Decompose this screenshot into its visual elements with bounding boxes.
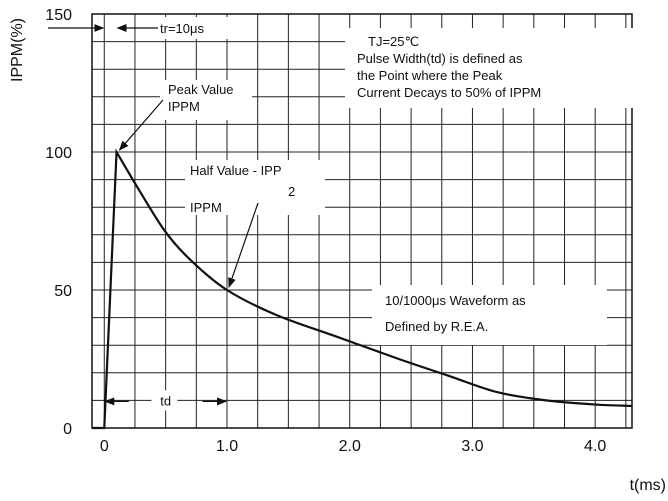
- x-tick-label: 3.0: [461, 438, 483, 455]
- annotations: tr=10μs TJ=25℃ Pulse Width(td) is defined …: [48, 17, 633, 411]
- y-tick-label: 0: [63, 421, 72, 438]
- y-axis-label: IPPM(%): [9, 18, 26, 82]
- annotation-backdrop: [345, 28, 633, 108]
- half-ippm-label: IPPM: [190, 200, 222, 215]
- peak-arrow: [118, 99, 164, 151]
- x-tick-label: 4.0: [584, 438, 606, 455]
- x-axis-label: t(ms): [630, 477, 666, 494]
- half-value-arrow: [228, 202, 259, 288]
- x-tick-label: 2.0: [339, 438, 361, 455]
- peak-ippm-label: IPPM: [168, 99, 200, 114]
- annotation-backdrop: [155, 17, 230, 39]
- y-tick-label: 150: [45, 7, 72, 24]
- half-value-denominator: 2: [288, 184, 295, 199]
- annotation-backdrop: [160, 80, 252, 120]
- x-tick-label: 1.0: [216, 438, 238, 455]
- waveform-curve: [92, 148, 633, 430]
- plot-frame: [91, 13, 633, 429]
- conditions-text: Pulse Width(td) is defined as: [357, 51, 523, 66]
- y-tick-label: 100: [45, 145, 72, 162]
- half-value-label: Half Value - IPP: [190, 163, 282, 178]
- waveform-label: 10/1000μs Waveform as: [385, 293, 526, 308]
- tr-label: tr=10μs: [160, 21, 204, 36]
- annotation-backdrop: [372, 285, 607, 345]
- conditions-text: TJ=25℃: [368, 34, 419, 49]
- waveform-standard-label: Defined by R.E.A.: [385, 319, 488, 334]
- peak-value-label: Peak Value: [168, 82, 234, 97]
- tick-labels: 0 1.0 2.0 3.0 4.0 0 50 100 150: [45, 7, 606, 455]
- td-backdrop: [151, 390, 178, 411]
- y-tick-label: 50: [54, 283, 72, 300]
- td-label: td: [160, 393, 171, 408]
- conditions-text: Current Decays to 50% of IPPM: [357, 85, 541, 100]
- annotation-backdrop: [185, 160, 325, 215]
- waveform-line: [92, 148, 633, 430]
- conditions-text: the Point where the Peak: [357, 68, 503, 83]
- x-tick-label: 0: [100, 438, 109, 455]
